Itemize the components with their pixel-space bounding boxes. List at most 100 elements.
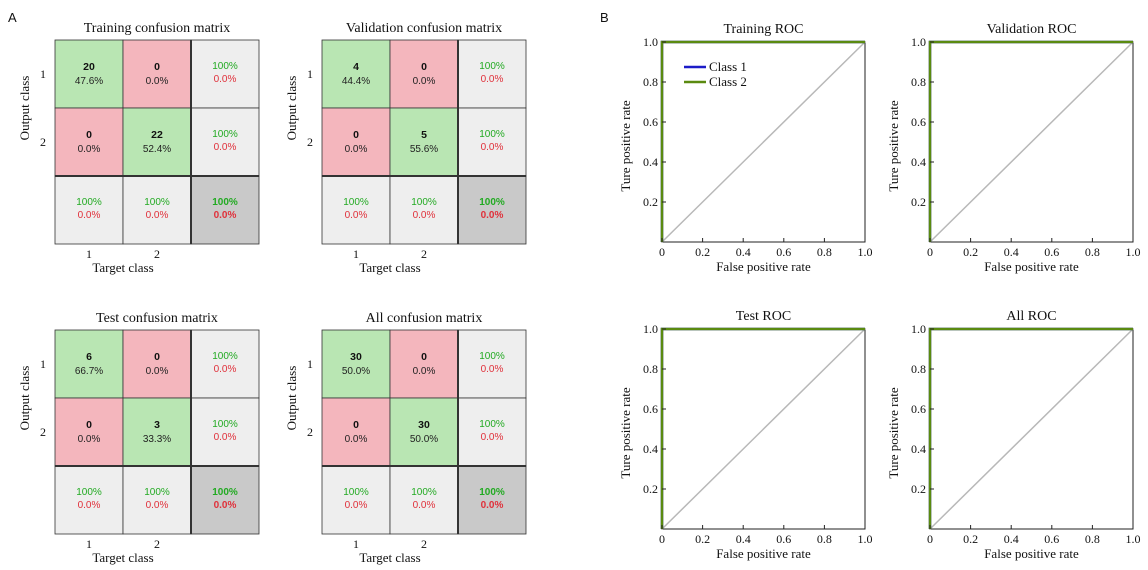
total-correct: 100% <box>212 197 238 208</box>
row-summary-correct: 100% <box>479 351 505 362</box>
x-tick-label: 0.2 <box>695 532 710 546</box>
y-tick-label: 2 <box>307 425 313 439</box>
row-summary-correct: 100% <box>212 129 238 140</box>
y-tick-label: 1 <box>307 357 313 371</box>
legend-entry: Class 1 <box>709 59 747 74</box>
y-tick-label: 0.2 <box>911 482 926 496</box>
error-cell <box>122 329 192 399</box>
panel-label-b: B <box>600 10 609 25</box>
summary-cell <box>321 175 391 245</box>
x-tick-label: 0 <box>659 245 665 259</box>
x-axis-label: False positive rate <box>984 259 1079 274</box>
y-tick-label: 0.8 <box>643 362 658 376</box>
y-tick-label: 0.6 <box>911 402 926 416</box>
y-tick-label: 0.8 <box>911 362 926 376</box>
x-tick-label: 2 <box>154 247 160 261</box>
cell-count: 0 <box>353 419 359 431</box>
total-accuracy-cell <box>457 465 527 535</box>
cell-count: 4 <box>353 61 359 73</box>
y-tick-label: 2 <box>40 135 46 149</box>
x-tick-label: 0 <box>927 532 933 546</box>
cell-count: 0 <box>86 419 92 431</box>
y-axis-label: Ture positive rate <box>886 100 901 191</box>
total-correct: 100% <box>479 487 505 498</box>
row-summary-error: 0.0% <box>214 74 237 85</box>
cell-count: 5 <box>421 129 427 141</box>
roc-chart: All ROC 0 0.2 0.4 0.6 0.8 1.0 0.2 0.4 0.6 0.8 1.0 Fa… <box>886 309 1141 561</box>
correct-cell <box>389 397 459 467</box>
x-tick-label: 2 <box>421 247 427 261</box>
y-tick-label: 0.8 <box>911 75 926 89</box>
y-tick-label: 1.0 <box>643 35 658 49</box>
cell-percent: 33.3% <box>143 434 171 445</box>
panel-label-a: A <box>8 10 17 25</box>
diagonal-reference-line <box>929 328 1134 530</box>
cell-percent: 0.0% <box>345 434 368 445</box>
y-tick-label: 0.4 <box>643 155 658 169</box>
y-tick-label: 0.4 <box>911 155 926 169</box>
x-tick-label: 0.4 <box>1004 532 1019 546</box>
cell-count: 0 <box>421 61 427 73</box>
confusion-matrix: Training confusion matrix2047.6%00.0%100… <box>17 21 260 275</box>
col-summary-correct: 100% <box>144 487 170 498</box>
cell-percent: 0.0% <box>413 366 436 377</box>
cell-count: 30 <box>350 351 362 363</box>
row-summary-error: 0.0% <box>214 142 237 153</box>
x-tick-label: 1.0 <box>858 245 873 259</box>
correct-cell <box>54 39 124 109</box>
y-tick-label: 1 <box>307 67 313 81</box>
y-axis-label: Output class <box>284 76 299 141</box>
row-summary-correct: 100% <box>479 61 505 72</box>
chart-title: Training ROC <box>723 22 803 37</box>
row-summary-correct: 100% <box>212 351 238 362</box>
row-summary-correct: 100% <box>212 61 238 72</box>
chart-title: Test confusion matrix <box>96 311 218 326</box>
cell-count: 0 <box>421 351 427 363</box>
x-tick-label: 1 <box>353 247 359 261</box>
x-tick-label: 0.8 <box>1085 532 1100 546</box>
x-tick-label: 0.8 <box>817 532 832 546</box>
cell-percent: 50.0% <box>342 366 370 377</box>
x-tick-label: 0.4 <box>1004 245 1019 259</box>
summary-cell <box>122 175 192 245</box>
cell-percent: 66.7% <box>75 366 103 377</box>
cell-count: 0 <box>86 129 92 141</box>
y-tick-label: 0.8 <box>643 75 658 89</box>
col-summary-error: 0.0% <box>78 210 101 221</box>
summary-cell <box>190 107 260 177</box>
x-tick-label: 0.2 <box>695 245 710 259</box>
error-cell <box>389 39 459 109</box>
cell-percent: 44.4% <box>342 76 370 87</box>
col-summary-correct: 100% <box>343 197 369 208</box>
x-tick-label: 0.8 <box>817 245 832 259</box>
summary-cell <box>190 39 260 109</box>
x-tick-label: 1 <box>86 537 92 551</box>
x-tick-label: 1.0 <box>1126 245 1141 259</box>
confusion-matrix: Test confusion matrix 6 66.7% 0 0.0% 100% 0.0%… <box>17 311 260 565</box>
y-tick-label: 0.6 <box>643 115 658 129</box>
col-summary-error: 0.0% <box>413 210 436 221</box>
x-axis-label: False positive rate <box>716 546 811 561</box>
correct-cell <box>54 329 124 399</box>
row-summary-error: 0.0% <box>481 364 504 375</box>
x-tick-label: 0.4 <box>736 245 751 259</box>
cell-percent: 0.0% <box>78 144 101 155</box>
x-tick-label: 2 <box>421 537 427 551</box>
cell-count: 3 <box>154 419 160 431</box>
x-tick-label: 1 <box>353 537 359 551</box>
row-summary-error: 0.0% <box>214 364 237 375</box>
y-axis-label: Output class <box>17 366 32 431</box>
y-tick-label: 2 <box>307 135 313 149</box>
y-tick-label: 0.6 <box>643 402 658 416</box>
cell-count: 20 <box>83 61 95 73</box>
y-tick-label: 1 <box>40 67 46 81</box>
total-error: 0.0% <box>214 210 237 221</box>
y-axis-label: Ture positive rate <box>886 387 901 478</box>
summary-cell <box>190 397 260 467</box>
y-tick-label: 0.4 <box>643 442 658 456</box>
cell-percent: 0.0% <box>146 366 169 377</box>
x-tick-label: 1.0 <box>858 532 873 546</box>
x-axis-label: False positive rate <box>984 546 1079 561</box>
cell-percent: 0.0% <box>413 76 436 87</box>
total-error: 0.0% <box>481 210 504 221</box>
